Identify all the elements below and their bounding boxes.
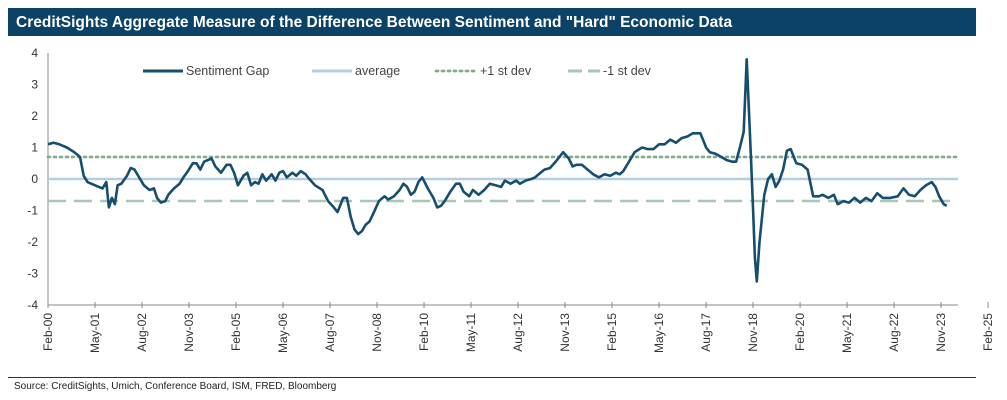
legend-label-1-st-dev: -1 st dev: [603, 64, 652, 78]
x-tick-label: Nov-23: [934, 313, 948, 352]
x-tick-label: Feb-10: [417, 313, 431, 351]
x-tick-label: May-11: [464, 313, 478, 352]
x-tick-label: Nov-08: [370, 313, 384, 352]
x-tick-label: Aug-17: [699, 313, 713, 352]
x-tick-label: Feb-20: [793, 313, 807, 351]
x-tick-label: Feb-00: [41, 313, 55, 351]
x-tick-label: Nov-18: [746, 313, 760, 352]
x-tick-label: Feb-25: [981, 313, 995, 351]
legend-label-sentiment-gap: Sentiment Gap: [186, 64, 269, 78]
y-tick-label: 3: [31, 78, 38, 92]
y-tick-label: 4: [31, 46, 38, 60]
x-tick-label: Aug-07: [323, 313, 337, 352]
x-tick-label: Feb-05: [229, 313, 243, 351]
x-tick-label: Nov-03: [182, 313, 196, 352]
chart-title-bar: CreditSights Aggregate Measure of the Di…: [8, 8, 976, 36]
sentiment-gap-line: [47, 57, 948, 283]
x-tick-label: Aug-12: [511, 313, 525, 352]
x-tick-label: May-01: [88, 313, 102, 353]
x-tick-label: Aug-22: [887, 313, 901, 352]
legend-label-1-st-dev: +1 st dev: [480, 64, 532, 78]
x-tick-label: Aug-02: [135, 313, 149, 352]
y-tick-label: -4: [27, 298, 38, 312]
x-tick-label: May-21: [840, 313, 854, 353]
y-tick-label: 0: [31, 172, 38, 186]
y-tick-label: -2: [27, 235, 38, 249]
x-tick-label: Nov-13: [558, 313, 572, 352]
x-tick-label: May-06: [276, 313, 290, 353]
y-tick-label: 1: [31, 141, 38, 155]
source-divider: [8, 377, 976, 378]
y-tick-label: -3: [27, 267, 38, 281]
legend-label-average: average: [355, 64, 400, 78]
y-tick-label: 2: [31, 109, 38, 123]
y-tick-label: -1: [27, 204, 38, 218]
x-tick-label: May-16: [652, 313, 666, 353]
source-note: Source: CreditSights, Umich, Conference …: [14, 381, 337, 392]
chart-title: CreditSights Aggregate Measure of the Di…: [16, 14, 733, 31]
x-tick-label: Feb-15: [605, 313, 619, 351]
